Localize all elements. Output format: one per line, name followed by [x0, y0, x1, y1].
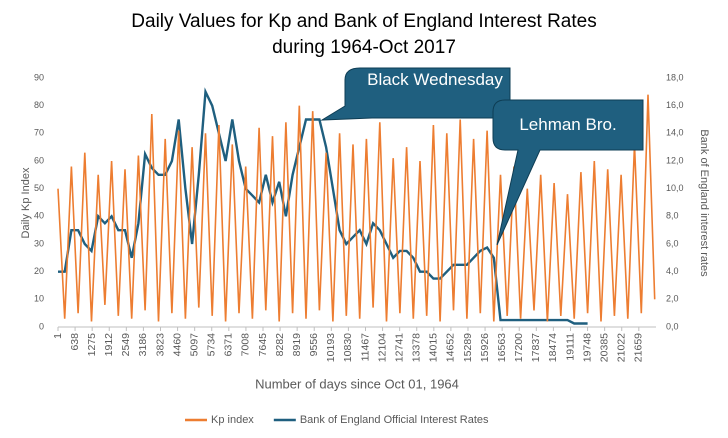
annotation: Black Wednesday [367, 70, 503, 89]
chart-title: during 1964-Oct 2017 [272, 37, 456, 58]
y2-tick-label: 14,0 [666, 128, 684, 138]
x-tick-label: 8919 [291, 333, 303, 357]
series-line [58, 87, 588, 325]
x-tick-label: 9556 [308, 333, 320, 357]
y2-axis-title: Bank of England interest rates [698, 129, 710, 277]
x-tick-label: 1912 [103, 333, 115, 357]
y2-tick-label: 0,0 [666, 321, 679, 331]
x-tick-label: 16563 [496, 333, 508, 362]
x-tick-label: 3186 [137, 333, 149, 357]
x-tick-label: 11467 [359, 333, 371, 362]
x-tick-label: 3823 [154, 333, 166, 357]
x-tick-label: 19111 [564, 333, 576, 361]
y-tick-label: 0 [39, 321, 44, 331]
y2-tick-label: 8,0 [666, 211, 679, 221]
x-tick-label: 14652 [445, 333, 457, 362]
y-tick-label: 40 [34, 211, 44, 221]
y2-tick-label: 12,0 [666, 155, 684, 165]
x-tick-label: 4460 [171, 333, 183, 357]
x-tick-label: 15289 [462, 333, 474, 362]
x-tick-label: 7645 [257, 333, 269, 357]
y-tick-label: 50 [34, 183, 44, 193]
y-tick-label: 60 [34, 155, 44, 165]
x-tick-label: 5097 [188, 333, 200, 357]
y2-tick-label: 10,0 [666, 183, 684, 193]
y-axis-title: Daily Kp Index [20, 167, 32, 238]
legend-label: Kp index [211, 414, 254, 426]
series-line [57, 94, 656, 322]
legend-label: Bank of England Official Interest Rates [300, 414, 489, 426]
y-tick-label: 90 [34, 72, 44, 82]
annotation: Lehman Bro. [519, 115, 617, 134]
x-tick-label: 1 [52, 333, 64, 339]
x-tick-label: 17200 [513, 333, 525, 362]
x-tick-label: 638 [69, 333, 81, 351]
x-tick-label: 5734 [206, 333, 218, 357]
y-tick-label: 20 [34, 266, 44, 276]
y-tick-label: 70 [34, 128, 44, 138]
x-tick-label: 17837 [530, 333, 542, 362]
x-tick-label: 13378 [411, 333, 423, 362]
x-tick-label: 18474 [547, 333, 559, 362]
y-tick-label: 30 [34, 238, 44, 248]
x-tick-label: 21659 [633, 333, 645, 362]
y2-tick-label: 2,0 [666, 294, 679, 304]
chart-title: Daily Values for Kp and Bank of England … [131, 11, 596, 32]
x-tick-label: 1275 [86, 333, 98, 357]
callout-box [320, 67, 511, 121]
y2-tick-label: 4,0 [666, 266, 679, 276]
x-tick-label: 10830 [342, 333, 354, 362]
x-tick-label: 21022 [616, 333, 628, 362]
x-tick-label: 8282 [274, 333, 286, 357]
x-tick-label: 14015 [428, 333, 440, 362]
x-tick-label: 12104 [376, 333, 388, 362]
x-tick-label: 6371 [223, 333, 235, 357]
x-tick-label: 2549 [120, 333, 132, 357]
x-tick-label: 10193 [325, 333, 337, 362]
x-axis-title: Number of days since Oct 01, 1964 [255, 376, 459, 391]
x-tick-label: 19748 [581, 333, 593, 362]
x-tick-label: 7008 [240, 333, 252, 357]
y2-tick-label: 6,0 [666, 238, 679, 248]
y-tick-label: 80 [34, 100, 44, 110]
x-tick-label: 20385 [598, 333, 610, 362]
y-tick-label: 10 [34, 294, 44, 304]
x-tick-label: 12741 [393, 333, 405, 362]
y2-tick-label: 18,0 [666, 72, 684, 82]
y2-tick-label: 16,0 [666, 100, 684, 110]
x-tick-label: 15926 [479, 333, 491, 362]
callout-box [492, 99, 644, 246]
